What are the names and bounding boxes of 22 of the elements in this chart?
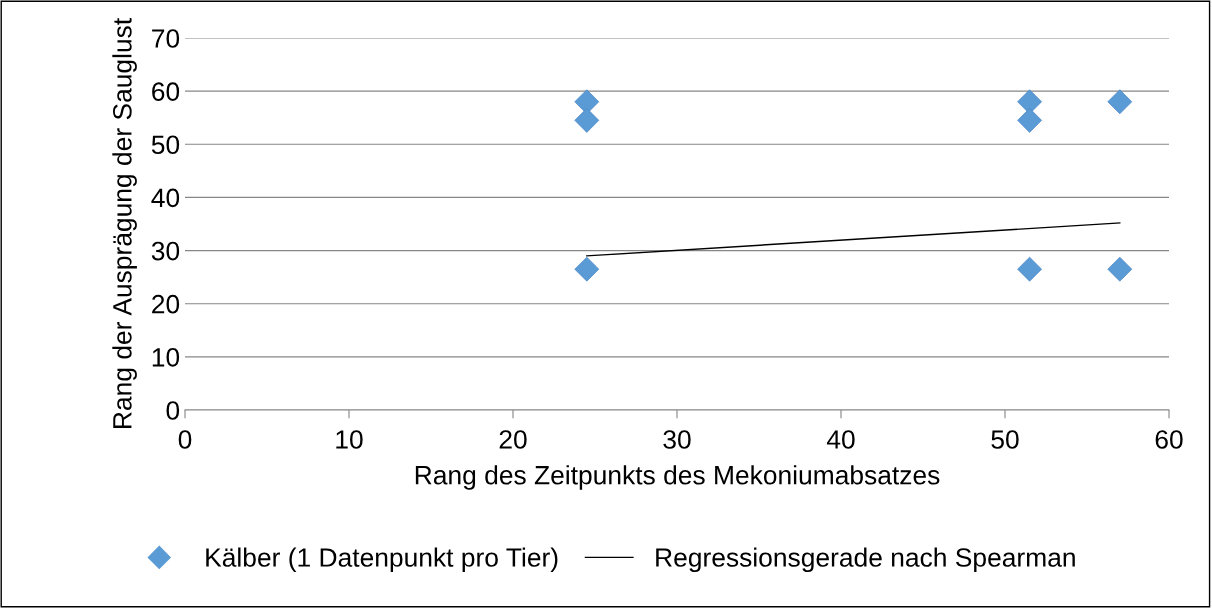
- x-tick-label: 60: [1155, 430, 1183, 449]
- point: [1107, 256, 1133, 282]
- legend-label: Regressionsgerade nach Spearman: [656, 547, 1075, 573]
- y-tick-label: 0: [166, 401, 180, 420]
- y-tick-label: 50: [151, 135, 180, 155]
- x-tick-label: 50: [991, 430, 1019, 449]
- x-tick-label: 20: [499, 430, 527, 449]
- y-tick-label: 40: [151, 188, 180, 208]
- y-tick-label: 30: [151, 241, 180, 261]
- x-tick-label: 0: [178, 430, 192, 449]
- y-tick-label: 60: [152, 82, 180, 101]
- y-tick-label: 10: [152, 347, 180, 367]
- point: [574, 107, 600, 133]
- x-tick-label: 30: [663, 430, 691, 449]
- legend-label: Kälber (1 Datenpunkt pro Tier): [206, 547, 558, 573]
- y-axis-title: Rang der Ausprägung der Sauglust: [112, 18, 137, 428]
- x-tick-label: 40: [826, 430, 855, 449]
- y-tick-label: 70: [152, 29, 180, 48]
- x-tick-label: 10: [336, 430, 363, 449]
- x-axis-title: Rang des Zeitpunkts des Mekoniumabsatzes: [415, 465, 940, 490]
- y-tick-label: 20: [152, 294, 180, 314]
- point: [1107, 89, 1133, 115]
